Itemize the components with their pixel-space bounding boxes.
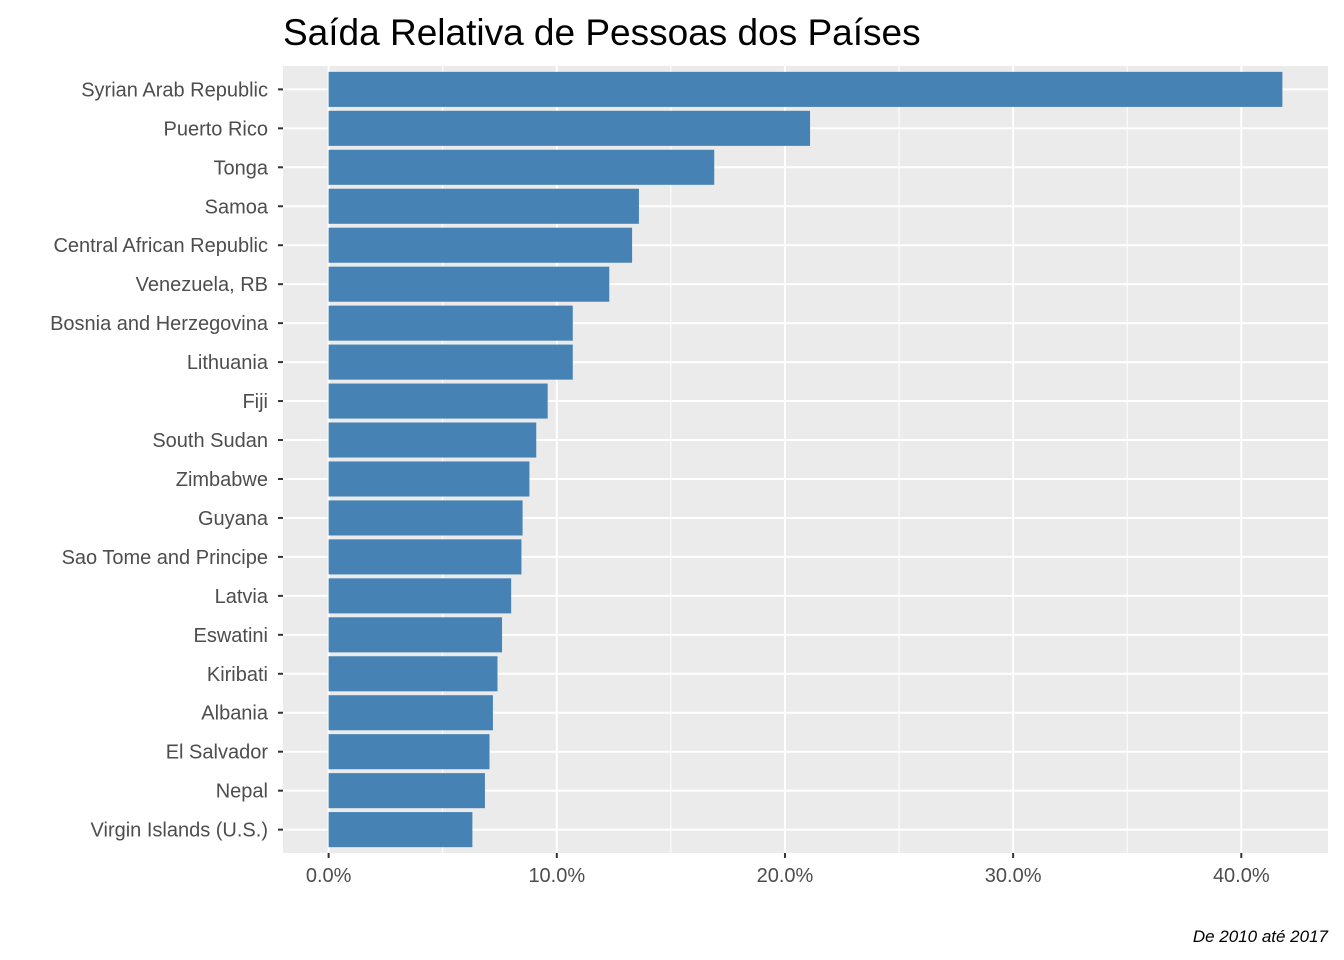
x-tick-label: 40.0% — [1213, 865, 1270, 887]
y-tick-label: Central African Republic — [53, 235, 268, 257]
chart-caption: De 2010 até 2017 — [1193, 927, 1329, 946]
bar-sao-tome-and-principe — [328, 539, 522, 575]
bar-south-sudan — [328, 422, 537, 458]
y-tick-label: Guyana — [198, 508, 269, 530]
chart-title: Saída Relativa de Pessoas dos Países — [283, 12, 921, 53]
bar-el-salvador — [328, 734, 490, 770]
bar-virgin-islands-u-s — [328, 812, 473, 848]
y-tick-label: Venezuela, RB — [136, 274, 268, 296]
bar-puerto-rico — [328, 110, 811, 146]
bar-kiribati — [328, 656, 498, 692]
y-tick-label: Kiribati — [207, 664, 268, 686]
bar-nepal — [328, 773, 485, 809]
bar-bosnia-and-herzegovina — [328, 305, 573, 341]
x-tick-label: 20.0% — [757, 865, 814, 887]
bar-samoa — [328, 188, 639, 224]
bar-albania — [328, 695, 493, 731]
y-axis: Syrian Arab Republic Puerto Rico Tonga Samo… — [50, 79, 283, 842]
bar-zimbabwe — [328, 461, 530, 497]
bar-syrian-arab-republic — [328, 71, 1283, 107]
y-tick-label: Sao Tome and Principe — [62, 547, 268, 569]
x-axis: 0.0% 10.0% 20.0% 30.0% 40.0% — [306, 853, 1270, 887]
y-tick-label: Albania — [201, 703, 269, 725]
x-tick-label: 10.0% — [528, 865, 585, 887]
y-tick-label: Zimbabwe — [176, 469, 268, 491]
y-tick-label: Virgin Islands (U.S.) — [91, 820, 268, 842]
y-tick-label: Latvia — [215, 586, 269, 608]
y-tick-label: Nepal — [216, 781, 268, 803]
x-tick-label: 0.0% — [306, 865, 352, 887]
y-tick-label: Bosnia and Herzegovina — [50, 313, 269, 335]
y-tick-label: Samoa — [205, 196, 269, 218]
bar-latvia — [328, 578, 512, 614]
y-tick-label: Lithuania — [187, 352, 269, 374]
y-tick-label: Syrian Arab Republic — [81, 79, 268, 101]
y-tick-label: El Salvador — [166, 742, 269, 764]
bar-central-african-republic — [328, 227, 633, 263]
y-tick-label: Puerto Rico — [164, 118, 269, 140]
y-tick-label: South Sudan — [152, 430, 268, 452]
y-tick-label: Eswatini — [194, 625, 268, 647]
bar-tonga — [328, 149, 715, 185]
bar-eswatini — [328, 617, 503, 653]
bars — [328, 71, 1283, 848]
y-tick-label: Tonga — [214, 157, 269, 179]
y-tick-label: Fiji — [242, 391, 268, 413]
bar-lithuania — [328, 344, 573, 380]
bar-fiji — [328, 383, 548, 419]
x-tick-label: 30.0% — [985, 865, 1042, 887]
bar-guyana — [328, 500, 523, 536]
bar-venezuela-rb — [328, 266, 610, 302]
